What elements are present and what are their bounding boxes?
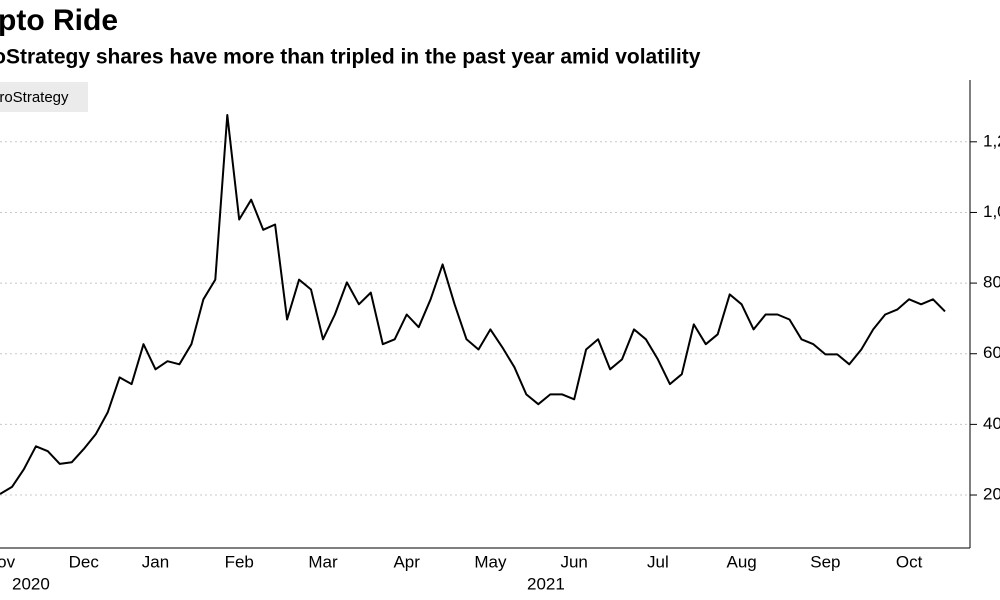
chart-subtitle: MicroStrategy shares have more than trip… [0, 46, 701, 69]
y-tick-label: 800 [983, 273, 1000, 292]
x-tick-label: Mar [308, 552, 338, 571]
y-tick-label: 1,000 [983, 202, 1000, 221]
year-label: 2020 [12, 574, 50, 593]
x-tick-label: Jan [142, 552, 169, 571]
x-tick-label: Jun [560, 552, 587, 571]
y-tick-label: 200 [983, 485, 1000, 504]
line [0, 114, 946, 495]
x-tick-label: May [474, 552, 507, 571]
x-tick-label: Dec [69, 552, 100, 571]
x-tick-label: Sep [810, 552, 840, 571]
x-tick-label: Feb [225, 552, 254, 571]
x-tick-label: Nov [0, 552, 16, 571]
chart-title: Crypto Ride [0, 4, 118, 37]
x-tick-label: Aug [727, 552, 757, 571]
legend-label: MicroStrategy [0, 89, 69, 106]
y-tick-label: 600 [983, 343, 1000, 362]
y-tick-label: 1,200 [983, 131, 1000, 150]
x-tick-label: Apr [393, 552, 420, 571]
x-tick-label: Oct [896, 552, 923, 571]
x-tick-label: Jul [647, 552, 669, 571]
legend-box [0, 82, 88, 112]
y-tick-label: 400 [983, 414, 1000, 433]
year-label: 2021 [527, 574, 565, 593]
